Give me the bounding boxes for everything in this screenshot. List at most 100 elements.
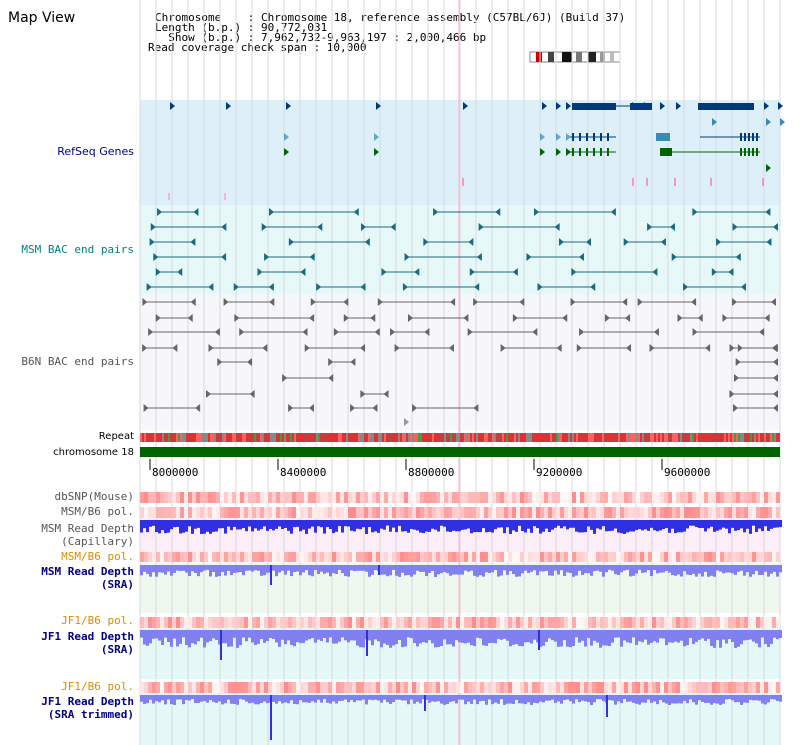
track-label-jf1-depth-trim[interactable]: JF1 Read Depth [41,695,134,708]
heat-cell [756,492,760,503]
depth-bar [221,520,224,529]
depth-bar [473,695,476,700]
heat-cell [504,682,508,693]
heat-cell [576,507,580,518]
heat-cell [504,552,508,562]
depth-bar [266,565,269,573]
heat-cell [532,682,536,693]
depth-bar [686,520,689,529]
depth-bar [410,630,413,639]
heat-cell [752,617,756,628]
depth-bar [242,630,245,638]
depth-bar [266,695,269,704]
heat-cell [588,507,592,518]
depth-bar [431,695,434,702]
triangle-right-icon [155,314,161,322]
repeat-segment [406,433,408,442]
depth-spike [270,695,272,740]
heat-cell [604,552,608,562]
heat-cell [148,507,152,518]
depth-bar [434,520,437,530]
heat-cell [636,492,640,503]
depth-bar [698,520,701,528]
track-label-repeat[interactable]: Repeat [98,431,134,442]
heat-cell [144,492,148,503]
heat-cell [444,552,448,562]
heat-cell [292,682,296,693]
depth-bar [743,695,746,703]
heat-cell [684,507,688,518]
heat-cell [576,552,580,562]
heat-cell [228,682,232,693]
repeat-segment [696,433,698,442]
depth-bar [752,565,755,575]
heat-cell [532,507,536,518]
heat-cell [212,682,216,693]
depth-bar [464,565,467,571]
triangle-left-icon [519,298,525,306]
heat-cell [588,617,592,628]
heat-cell [476,492,480,503]
depth-bar [659,695,662,700]
depth-bar [341,520,344,533]
depth-bar [431,520,434,529]
depth-bar [341,565,344,574]
heat-cell [500,617,504,628]
repeat-segment [744,433,746,442]
heat-cell [744,552,748,562]
triangle-right-icon [390,328,396,336]
track-label-dbsnp[interactable]: dbSNP(Mouse) [54,490,134,503]
repeat-segment [460,433,462,442]
depth-bar [776,695,779,701]
repeat-segment [274,433,276,442]
depth-spike [606,695,608,717]
repeat-segment [458,433,460,442]
heat-cell [288,507,292,518]
track-label-msm-bac[interactable]: MSM BAC end pairs [21,243,134,256]
heat-cell [608,682,612,693]
heat-cell [644,492,648,503]
repeat-segment [330,433,332,442]
repeat-segment [508,433,510,442]
depth-bar [389,695,392,704]
track-label-jf1-b6-pol-1[interactable]: JF1/B6 pol. [61,614,134,627]
heat-cell [272,492,276,503]
track-label-msm-depth-sra[interactable]: MSM Read Depth [41,565,134,578]
repeat-segment [202,433,204,442]
heat-cell [276,507,280,518]
depth-bar [236,565,239,573]
depth-bar [281,565,284,571]
track-label-jf1-b6-pol-2[interactable]: JF1/B6 pol. [61,680,134,693]
repeat-segment [248,433,250,442]
heat-cell [676,617,680,628]
depth-bar [692,565,695,574]
depth-bar [662,520,665,530]
heat-cell [620,507,624,518]
depth-bar [740,520,743,529]
heat-cell [568,552,572,562]
depth-bar [374,565,377,571]
heat-cell [260,492,264,503]
heat-cell [320,682,324,693]
heat-cell [376,552,380,562]
heat-cell [304,492,308,503]
track-label-jf1-depth-sra[interactable]: JF1 Read Depth [41,630,134,643]
heat-cell [624,682,628,693]
track-label-msm-b6-pol-2[interactable]: MSM/B6 pol. [61,550,134,563]
heat-cell [712,492,716,503]
depth-bar [440,630,443,647]
heat-cell [612,492,616,503]
heat-cell [152,617,156,628]
heat-cell [220,552,224,562]
track-label-msm-depth-cap[interactable]: MSM Read Depth [41,522,134,535]
track-label-refseq[interactable]: RefSeq Genes [57,145,134,158]
track-label-msm-b6-pol-1[interactable]: MSM/B6 pol. [61,505,134,518]
track-label-b6n-bac[interactable]: B6N BAC end pairs [21,355,134,368]
heat-cell [488,492,492,503]
depth-bar [473,565,476,576]
track-label-chromosome[interactable]: chromosome 18 [53,447,134,458]
triangle-left-icon [450,298,456,306]
heat-cell [312,617,316,628]
depth-bar [260,520,263,530]
